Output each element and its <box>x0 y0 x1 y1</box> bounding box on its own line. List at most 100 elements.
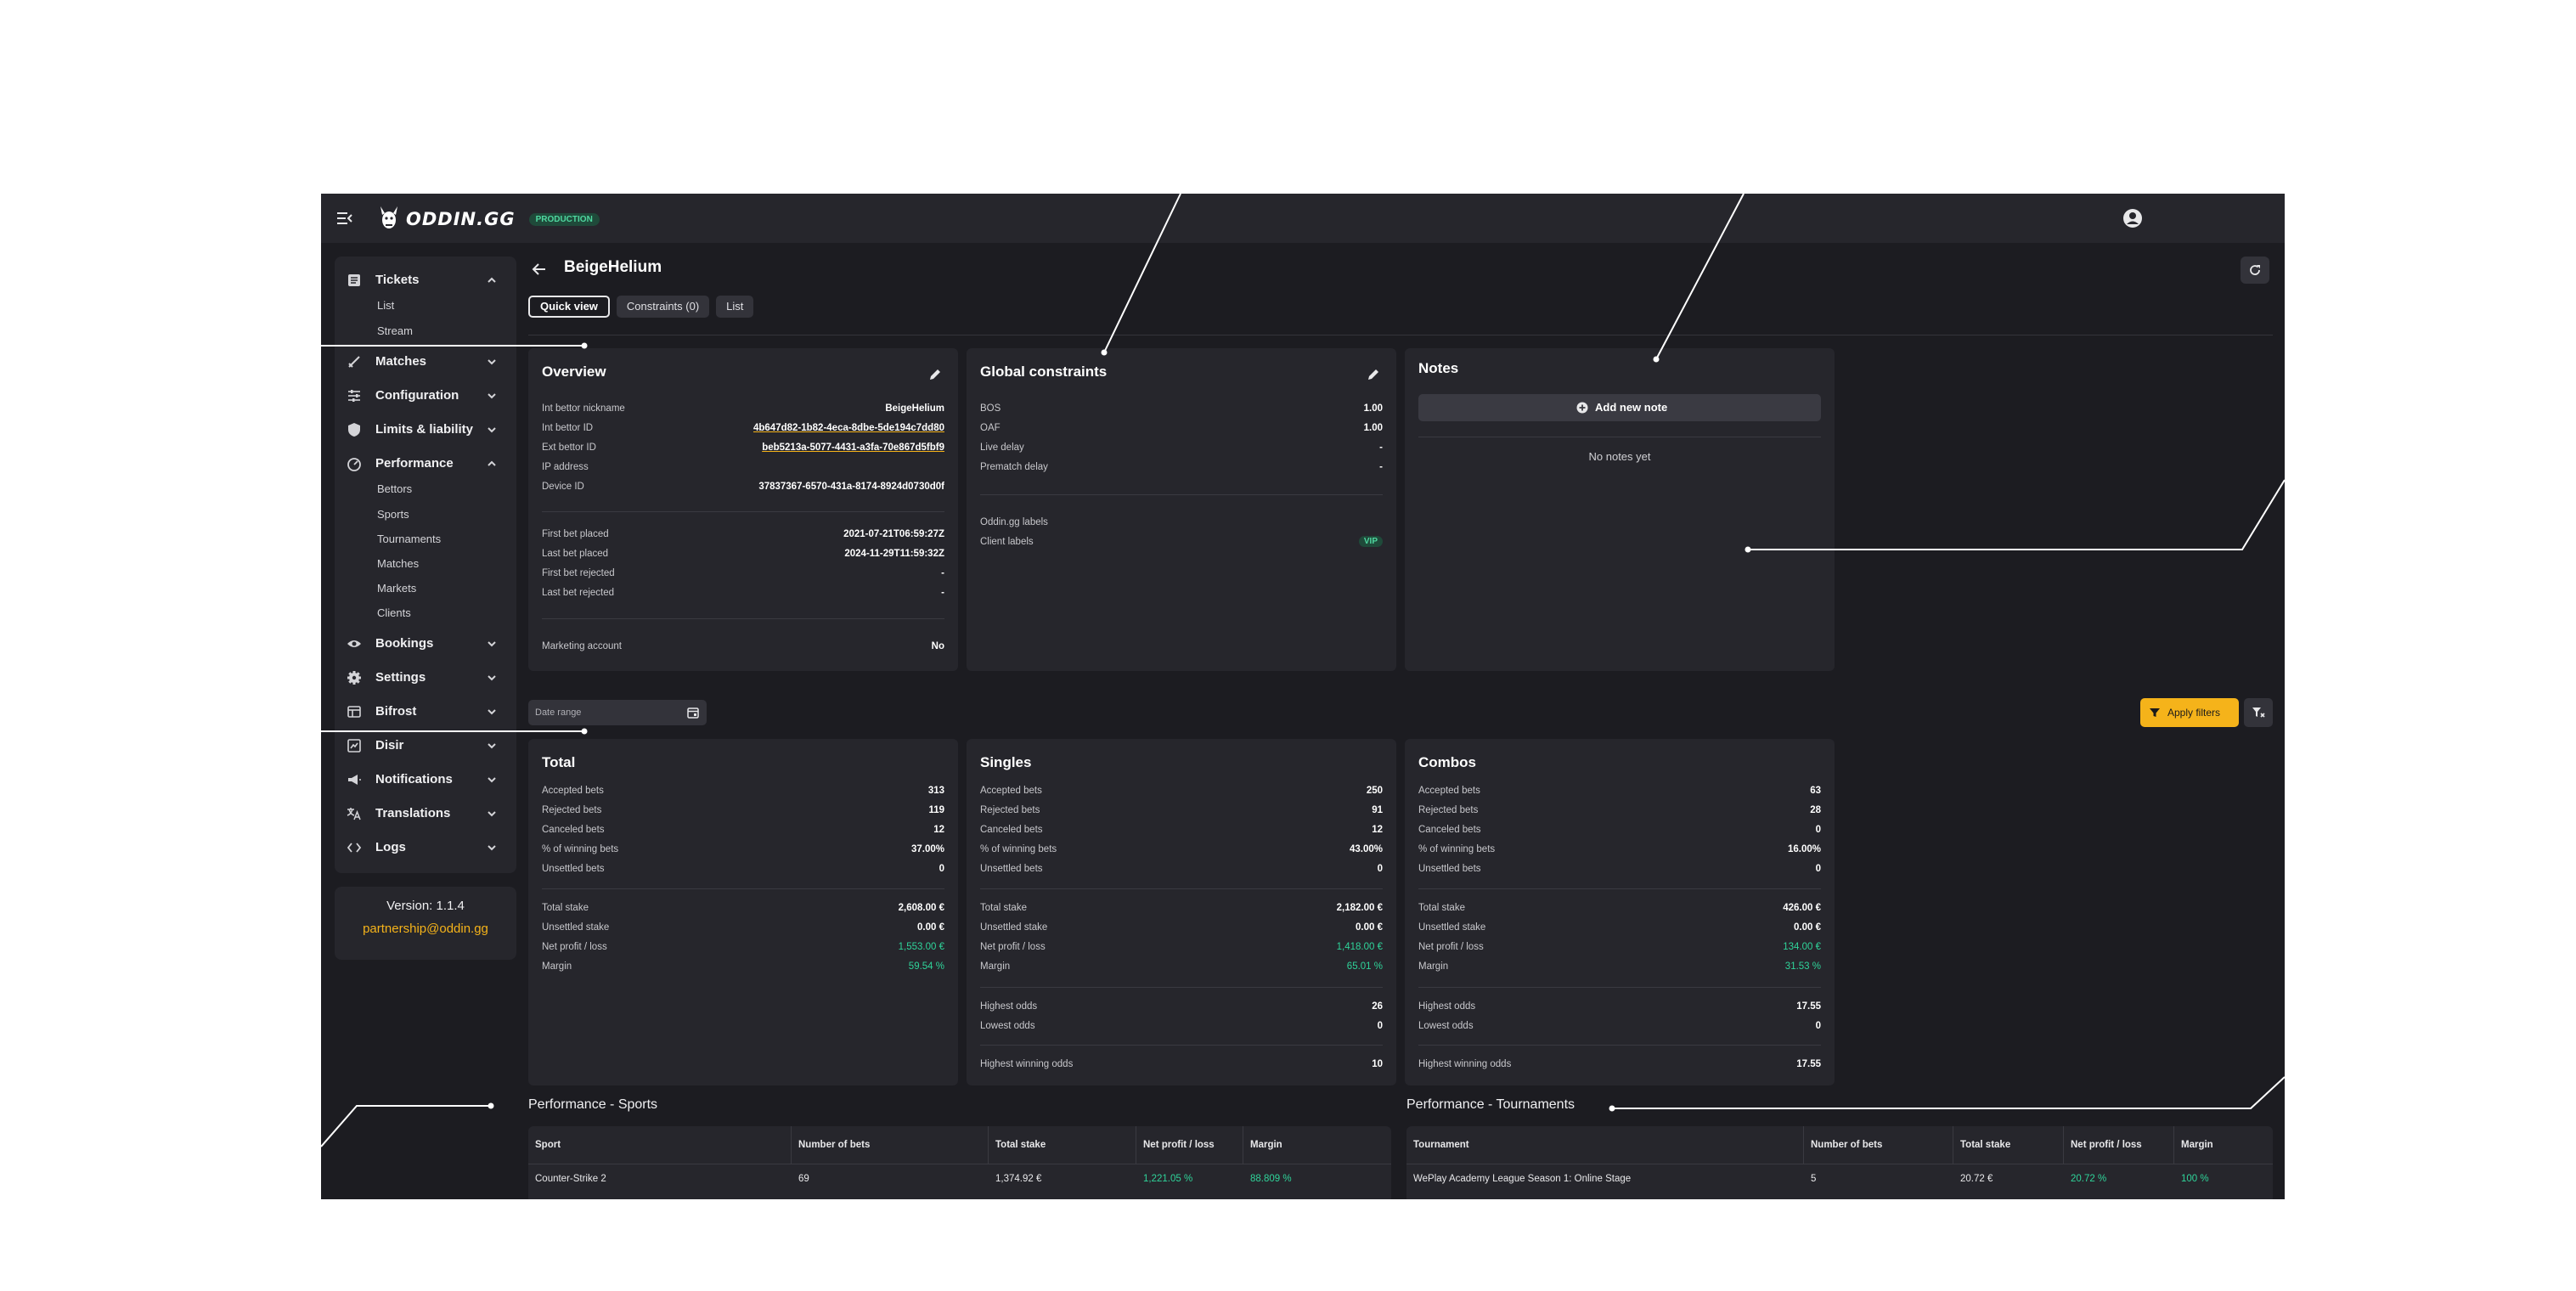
table-cell: 100 % <box>2181 1174 2209 1184</box>
sidebar-subitem-tournaments[interactable]: Tournaments <box>377 533 442 545</box>
stat-label: Net profit / loss <box>542 942 607 952</box>
stat-label: Total stake <box>1418 903 1465 913</box>
sidebar-item-logs[interactable]: Logs <box>335 834 516 861</box>
stat-label: Canceled bets <box>980 825 1043 835</box>
back-arrow-icon[interactable] <box>530 260 549 279</box>
edit-pencil-icon[interactable] <box>1366 367 1381 382</box>
contact-email-link[interactable]: partnership@oddin.gg <box>363 922 488 936</box>
sidebar-item-settings[interactable]: Settings <box>335 664 516 691</box>
row-label: Last bet placed <box>542 549 609 559</box>
stat-label: Highest odds <box>980 1001 1038 1012</box>
stat-label: Total stake <box>542 903 589 913</box>
sidebar-item-disir[interactable]: Disir <box>335 732 516 759</box>
column-header[interactable]: Net profit / loss <box>1136 1126 1243 1164</box>
stat-row: Net profit / loss 1,553.00 € <box>542 939 944 956</box>
shield-icon <box>348 423 360 437</box>
stat-value: 1,418.00 € <box>1336 942 1383 952</box>
stat-label: Unsettled bets <box>980 864 1043 874</box>
column-header[interactable]: Total stake <box>989 1126 1136 1164</box>
int-bettor-id-link[interactable]: 4b647d82-1b82-4eca-8dbe-5de194c7dd80 <box>753 423 944 433</box>
sidebar-item-label: Disir <box>375 738 404 753</box>
row-label: Last bet rejected <box>542 588 615 598</box>
sidebar-item-label: Performance <box>375 456 454 471</box>
edit-pencil-icon[interactable] <box>927 367 943 382</box>
tab-quick-view[interactable]: Quick view <box>528 296 610 318</box>
stat-row: % of winning bets 43.00% <box>980 842 1383 859</box>
stat-row: Highest winning odds 17.55 <box>1418 1057 1821 1074</box>
column-header[interactable]: Margin <box>2181 1140 2213 1150</box>
version-text: Version: 1.1.4 <box>386 899 465 913</box>
stat-row: Canceled bets 12 <box>542 822 944 839</box>
combos-stats-card: Combos Accepted bets 63 Rejected bets 28 C… <box>1405 739 1835 1085</box>
refresh-button[interactable] <box>2241 257 2269 284</box>
sidebar-item-matches[interactable]: Matches <box>335 348 516 375</box>
column-header[interactable]: Margin <box>1250 1140 1282 1150</box>
stat-label: Total stake <box>980 903 1027 913</box>
row-label: Oddin.gg labels <box>980 517 1048 527</box>
calendar-icon <box>687 708 699 719</box>
sidebar-item-label: Bookings <box>375 636 434 651</box>
tab-constraints[interactable]: Constraints (0) <box>616 296 710 318</box>
stat-label: Unsettled stake <box>1418 922 1486 933</box>
stat-value: 59.54 % <box>908 961 944 972</box>
column-header[interactable]: Net profit / loss <box>2064 1126 2174 1164</box>
user-account-icon[interactable] <box>2122 207 2144 229</box>
sidebar-item-bifrost[interactable]: Bifrost <box>335 698 516 725</box>
sidebar-item-label: Logs <box>375 840 406 854</box>
stat-label: Net profit / loss <box>1418 942 1484 952</box>
stat-row: Highest odds 17.55 <box>1418 999 1821 1016</box>
sidebar-item-bookings[interactable]: Bookings <box>335 630 516 657</box>
menu-collapse-icon[interactable] <box>335 208 355 228</box>
tab-list[interactable]: List <box>716 296 754 318</box>
row-value: 2024-11-29T11:59:32Z <box>844 549 944 559</box>
overview-row: IP address <box>542 459 944 476</box>
sidebar-item-translations[interactable]: Translations <box>335 800 516 827</box>
sidebar-item-label: Settings <box>375 670 426 685</box>
constraints-title: Global constraints <box>980 364 1108 380</box>
stat-value: 0.00 € <box>1794 922 1821 933</box>
sidebar-item-label: Matches <box>375 354 427 369</box>
stat-value: 2,182.00 € <box>1336 903 1383 913</box>
sidebar-item-performance[interactable]: Performance <box>335 450 516 477</box>
brand-logo[interactable]: ODDIN.GG PRODUCTION <box>377 202 600 236</box>
sidebar-item-configuration[interactable]: Configuration <box>335 382 516 409</box>
row-label: First bet rejected <box>542 568 615 578</box>
sidebar-subitem-matches[interactable]: Matches <box>377 557 420 570</box>
add-note-button[interactable]: Add new note <box>1418 394 1821 421</box>
chevron-down-icon <box>488 811 496 817</box>
table-cell: 5 <box>1811 1174 1817 1184</box>
column-header[interactable]: Number of bets <box>792 1126 989 1164</box>
chevron-down-icon <box>488 709 496 715</box>
filter-remove-icon <box>2252 708 2265 718</box>
column-header[interactable]: Sport <box>528 1126 792 1164</box>
sidebar-subitem-stream[interactable]: Stream <box>377 324 413 337</box>
row-value: - <box>941 588 944 598</box>
sidebar-item-tickets[interactable]: Tickets <box>335 267 516 294</box>
divider <box>1418 1045 1821 1046</box>
clear-filters-button[interactable] <box>2244 698 2273 727</box>
column-header[interactable]: Total stake <box>1953 1126 2064 1164</box>
sidebar-item-notifications[interactable]: Notifications <box>335 766 516 793</box>
sidebar-subitem-markets[interactable]: Markets <box>377 582 417 595</box>
stat-value: 17.55 <box>1796 1059 1821 1069</box>
apply-filters-button[interactable]: Apply filters <box>2140 698 2239 727</box>
overview-row: Marketing account No <box>542 639 944 656</box>
sidebar-subitem-bettors[interactable]: Bettors <box>377 482 413 495</box>
stat-value: 10 <box>1372 1059 1383 1069</box>
date-range-input[interactable]: Date range <box>528 700 707 725</box>
environment-badge: PRODUCTION <box>528 212 600 226</box>
stat-label: Unsettled bets <box>542 864 605 874</box>
sidebar-subitem-sports[interactable]: Sports <box>377 508 409 521</box>
sidebar-item-limits-liability[interactable]: Limits & liability <box>335 416 516 443</box>
sidebar-subitem-list[interactable]: List <box>377 299 395 312</box>
divider <box>980 987 1383 988</box>
page-title: BeigeHelium <box>564 258 662 276</box>
column-header[interactable]: Tournament <box>1406 1126 1804 1164</box>
sidebar-subitem-clients[interactable]: Clients <box>377 606 411 619</box>
stat-value: 65.01 % <box>1346 961 1383 972</box>
sidebar-item-label: Bifrost <box>375 704 417 719</box>
vip-badge: VIP <box>1358 536 1383 547</box>
stat-row: Net profit / loss 134.00 € <box>1418 939 1821 956</box>
ext-bettor-id-link[interactable]: beb5213a-5077-4431-a3fa-70e867d5fbf9 <box>762 443 944 453</box>
column-header[interactable]: Number of bets <box>1804 1126 1953 1164</box>
